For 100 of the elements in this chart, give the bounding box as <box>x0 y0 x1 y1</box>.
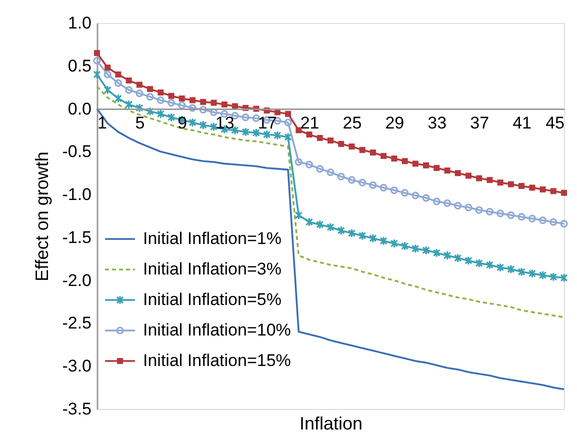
point <box>284 118 292 126</box>
y-axis-title: Effect on growth <box>32 152 52 282</box>
x-tick-label: 1 <box>98 113 107 132</box>
point <box>400 241 409 251</box>
point <box>550 272 558 282</box>
point <box>326 168 334 176</box>
point <box>454 253 462 263</box>
point <box>156 109 164 119</box>
point <box>190 97 196 104</box>
line-series <box>96 108 565 390</box>
point <box>296 127 302 134</box>
line-series <box>96 86 565 318</box>
point <box>443 199 452 207</box>
point <box>316 165 324 173</box>
y-tick-label: -1.0 <box>62 185 92 204</box>
point <box>464 256 472 266</box>
point <box>156 96 164 104</box>
point <box>432 248 440 258</box>
y-tick-label: -2.5 <box>62 314 92 333</box>
point <box>114 79 122 87</box>
x-tick-label: 25 <box>342 113 362 132</box>
point <box>550 188 556 194</box>
point <box>221 101 228 108</box>
point <box>390 186 398 194</box>
point <box>486 208 494 216</box>
x-tick-label: 17 <box>258 113 277 132</box>
point <box>168 92 174 99</box>
point <box>284 132 292 142</box>
point <box>136 82 142 88</box>
point <box>358 178 366 186</box>
point <box>518 182 525 189</box>
point <box>497 180 504 186</box>
point <box>369 234 377 243</box>
point <box>496 210 504 218</box>
y-tick-label: -2.0 <box>62 270 92 290</box>
legend-label: Initial Inflation=3% <box>143 260 282 278</box>
point <box>199 120 207 130</box>
point <box>390 238 398 248</box>
point <box>370 150 376 156</box>
x-axis-title: Inflation <box>299 414 363 434</box>
point <box>305 217 314 227</box>
y-tick-label: 1.0 <box>68 14 92 32</box>
point <box>560 273 568 282</box>
point <box>125 100 133 110</box>
legend-label: Initial Inflation=10% <box>143 320 291 340</box>
point <box>507 264 515 274</box>
point <box>391 156 398 162</box>
point <box>316 134 323 141</box>
point <box>475 258 483 268</box>
point <box>465 172 472 179</box>
point <box>274 130 282 140</box>
point <box>538 270 547 280</box>
point <box>348 144 355 150</box>
point <box>518 213 526 221</box>
point <box>402 158 408 164</box>
point <box>104 64 111 71</box>
point <box>285 110 292 117</box>
point <box>188 118 196 128</box>
point <box>316 220 324 230</box>
point <box>400 189 409 197</box>
point <box>158 89 164 96</box>
point <box>210 100 217 106</box>
point <box>104 85 112 95</box>
point <box>369 181 377 189</box>
point <box>126 77 132 84</box>
point <box>380 184 388 192</box>
point <box>306 132 312 138</box>
point <box>422 194 430 202</box>
point <box>380 236 388 246</box>
point <box>507 211 515 219</box>
point <box>434 164 440 171</box>
point <box>423 162 430 168</box>
point <box>136 90 144 98</box>
point <box>104 70 112 78</box>
point <box>146 106 154 116</box>
point <box>252 128 260 138</box>
point <box>147 86 154 92</box>
point <box>167 98 176 107</box>
point <box>348 228 356 238</box>
point <box>528 268 536 278</box>
x-tick-label: 33 <box>428 113 447 132</box>
point <box>294 158 302 166</box>
x-tick-label: 5 <box>135 113 145 132</box>
point <box>422 246 430 256</box>
point <box>188 104 196 112</box>
point <box>263 130 271 140</box>
point <box>358 231 366 240</box>
point <box>94 50 100 56</box>
point <box>210 108 218 116</box>
point <box>476 175 482 182</box>
x-tick-label: 21 <box>300 113 320 132</box>
point <box>432 198 440 206</box>
x-tick-label: 29 <box>385 113 404 132</box>
point <box>443 250 452 260</box>
point <box>508 181 514 188</box>
point <box>550 218 558 226</box>
point <box>167 112 176 122</box>
point <box>486 176 493 183</box>
x-tick-label: 13 <box>215 113 234 132</box>
point <box>359 146 366 153</box>
